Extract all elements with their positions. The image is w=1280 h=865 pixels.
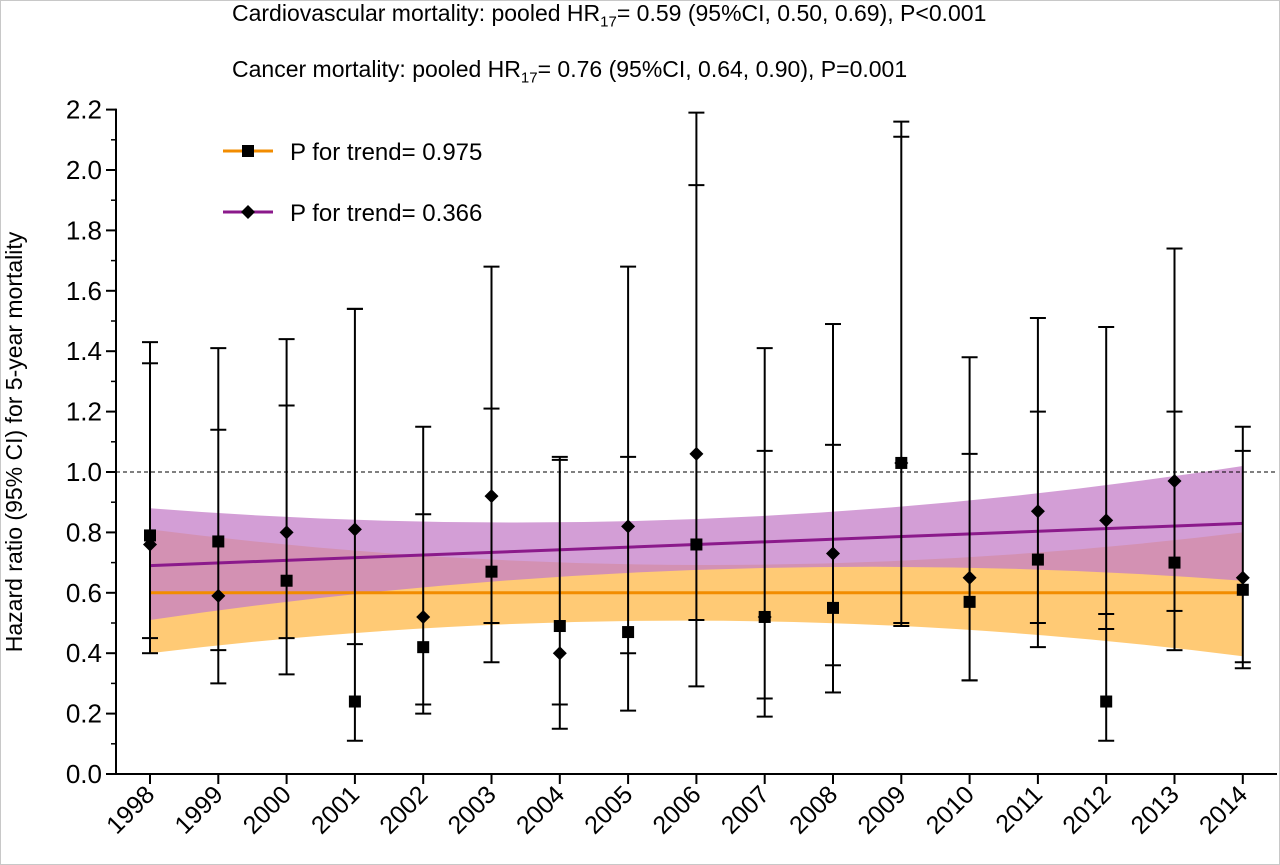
x-tick-label: 2013 [1126, 780, 1185, 839]
annotation-subscript: 17 [600, 13, 617, 31]
cancer-point [621, 519, 636, 534]
data-markers [143, 446, 1250, 708]
y-tick-label: 2.2 [66, 95, 102, 125]
cancer-point [143, 537, 157, 552]
legend-label: P for trend= 0.366 [290, 200, 482, 227]
y-tick-label: 0.8 [66, 517, 102, 547]
annotation-text: Cancer mortality: pooled HR [232, 56, 521, 82]
cardiovascular-annotation: Cardiovascular mortality: pooled HR17= 0… [232, 0, 986, 31]
x-tick-label: 2003 [443, 780, 502, 839]
y-tick-label: 1.4 [66, 336, 102, 366]
y-tick-label: 0.0 [66, 759, 102, 789]
annotation-text: Cardiovascular mortality: pooled HR [232, 0, 601, 26]
cancer-point [416, 609, 431, 624]
y-axis-label: Hazard ratio (95% CI) for 5-year mortali… [1, 231, 27, 652]
cancer-point [552, 646, 567, 661]
x-tick-label: 2001 [306, 780, 365, 839]
cancer-point [1167, 474, 1182, 489]
cancer-point [757, 609, 772, 624]
cancer-point [211, 588, 226, 603]
x-tick-label: 2014 [1194, 780, 1253, 839]
cardiovascular-point [280, 574, 293, 587]
cardiovascular-point [1236, 583, 1249, 596]
cancer-point [1235, 570, 1250, 585]
cancer-point [826, 546, 840, 561]
cardiovascular-point [485, 565, 498, 578]
annotation-text: = 0.59 (95%CI, 0.50, 0.69), P<0.001 [616, 0, 987, 26]
y-tick-label: 0.6 [66, 578, 102, 608]
cancer-point [894, 455, 909, 470]
cancer-point [279, 525, 294, 540]
cardiovascular-point [1168, 556, 1181, 569]
cardiovascular-point [622, 626, 635, 639]
x-tick-label: 2000 [238, 780, 297, 839]
cardiovascular-point [1031, 553, 1044, 566]
cardiovascular-point [144, 529, 156, 542]
y-tick-label: 1.2 [66, 397, 102, 427]
y-tick-label: 1.8 [66, 215, 102, 245]
x-tick-label: 2008 [784, 780, 843, 839]
legend: P for trend= 0.975 P for trend= 0.366 [223, 139, 482, 227]
cancer-point [689, 446, 704, 461]
y-tick-label: 1.0 [66, 457, 102, 487]
x-tick-label: 2004 [511, 780, 570, 839]
x-tick-label: 1999 [169, 780, 228, 839]
legend-diamond-marker [241, 205, 255, 219]
cardiovascular-point [963, 595, 976, 608]
x-tick-label: 2010 [921, 780, 980, 839]
cancer-point [962, 570, 977, 585]
legend-label: P for trend= 0.975 [290, 139, 482, 166]
y-tick-label: 2.0 [66, 155, 102, 185]
cardiovascular-point [827, 601, 839, 614]
x-tick-label: 2002 [374, 780, 433, 839]
annotation-text: = 0.76 (95%CI, 0.64, 0.90), P=0.001 [537, 56, 908, 82]
cancer-annotation: Cancer mortality: pooled HR17= 0.76 (95%… [232, 56, 907, 87]
cancer-point [484, 489, 499, 504]
legend-square-marker [242, 145, 254, 157]
cardiovascular-point [1100, 695, 1113, 708]
annotation-subscript: 17 [520, 69, 538, 87]
x-tick-label: 1998 [101, 780, 160, 839]
cardiovascular-point [553, 620, 566, 633]
error-bars [142, 111, 1251, 742]
cardiovascular-point [417, 641, 430, 654]
cardiovascular-point [690, 538, 703, 551]
x-tick-label: 2011 [990, 780, 1048, 838]
x-tick-label: 2006 [648, 780, 707, 839]
cardiovascular-point [212, 535, 225, 548]
y-tick-label: 0.4 [66, 638, 102, 668]
y-tick-label: 1.6 [66, 276, 102, 306]
cancer-point [1099, 513, 1114, 528]
y-tick-label: 0.2 [66, 699, 102, 729]
x-tick-label: 2007 [716, 780, 775, 839]
cancer-point [1030, 504, 1045, 519]
x-tick-label: 2009 [852, 780, 911, 839]
cancer-point [347, 522, 362, 537]
cardiovascular-point [348, 695, 361, 708]
x-tick-label: 2005 [579, 780, 638, 839]
x-tick-label: 2012 [1057, 780, 1116, 839]
